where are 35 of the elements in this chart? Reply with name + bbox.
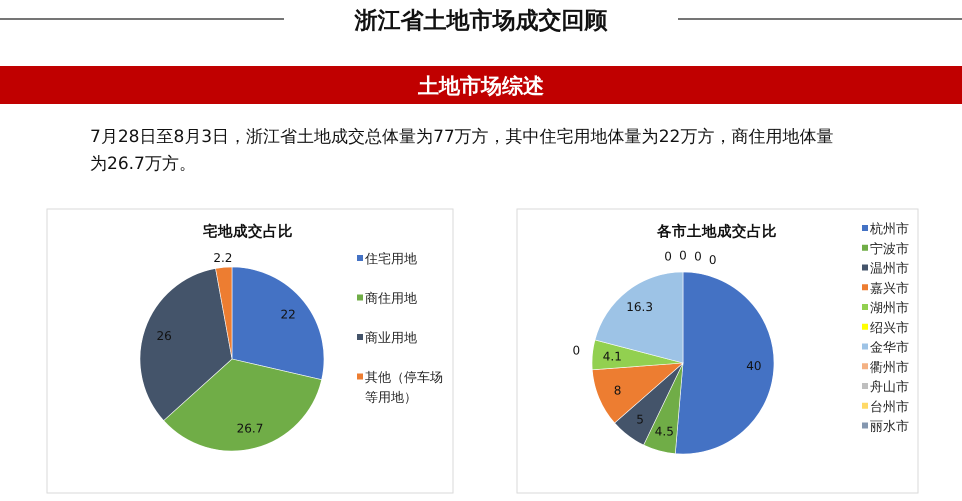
- data-label: 40: [746, 359, 762, 374]
- text: 浙江省土地市场成交回顾: [354, 7, 608, 34]
- legend-label: 绍兴市: [870, 320, 909, 336]
- data-label: 8: [614, 383, 622, 398]
- legend-label: 嘉兴市: [870, 281, 909, 296]
- text: 0: [694, 250, 702, 264]
- legend-label: 其他（停车场等用地）: [365, 370, 443, 406]
- data-label: 26.7: [236, 421, 264, 436]
- data-label: 5: [636, 412, 644, 427]
- legend-label: 温州市: [870, 262, 909, 276]
- legend-label: 宁波市: [870, 240, 909, 257]
- data-label: 22: [280, 307, 296, 322]
- text: 0: [572, 344, 580, 358]
- legend-label: 湖州市: [870, 301, 909, 316]
- legend-label: 金华市: [870, 340, 909, 356]
- text: 7月28日至8月3日，浙江省土地成交总体量为77万方，其中住宅用地体量为22万方，商住用地体量为26.7万方。: [90, 126, 834, 176]
- data-label: 4.5: [654, 424, 674, 438]
- legend-label: 台州市: [870, 400, 909, 415]
- text: 0: [708, 252, 716, 267]
- legend-label: 商住用地: [365, 292, 417, 306]
- legend-label: 舟山市: [870, 380, 909, 395]
- data-label: 4.1: [602, 350, 622, 364]
- legend-label: 住宅用地: [364, 251, 417, 267]
- text: 0: [664, 250, 672, 264]
- chart-title: 宅地成交占比: [203, 222, 293, 240]
- chart-title: 各市土地成交占比: [656, 222, 777, 240]
- legend-label: 商业用地: [365, 331, 417, 346]
- legend-label: 衢州市: [870, 360, 909, 376]
- text: 0: [679, 248, 687, 263]
- legend-label: 丽水市: [870, 420, 909, 434]
- data-label: 26: [156, 328, 172, 343]
- legend-label: 杭州市: [869, 222, 909, 237]
- text: 土地市场综述: [417, 74, 544, 98]
- data-label: 2.2: [213, 251, 232, 266]
- data-label: 16.3: [626, 300, 653, 314]
